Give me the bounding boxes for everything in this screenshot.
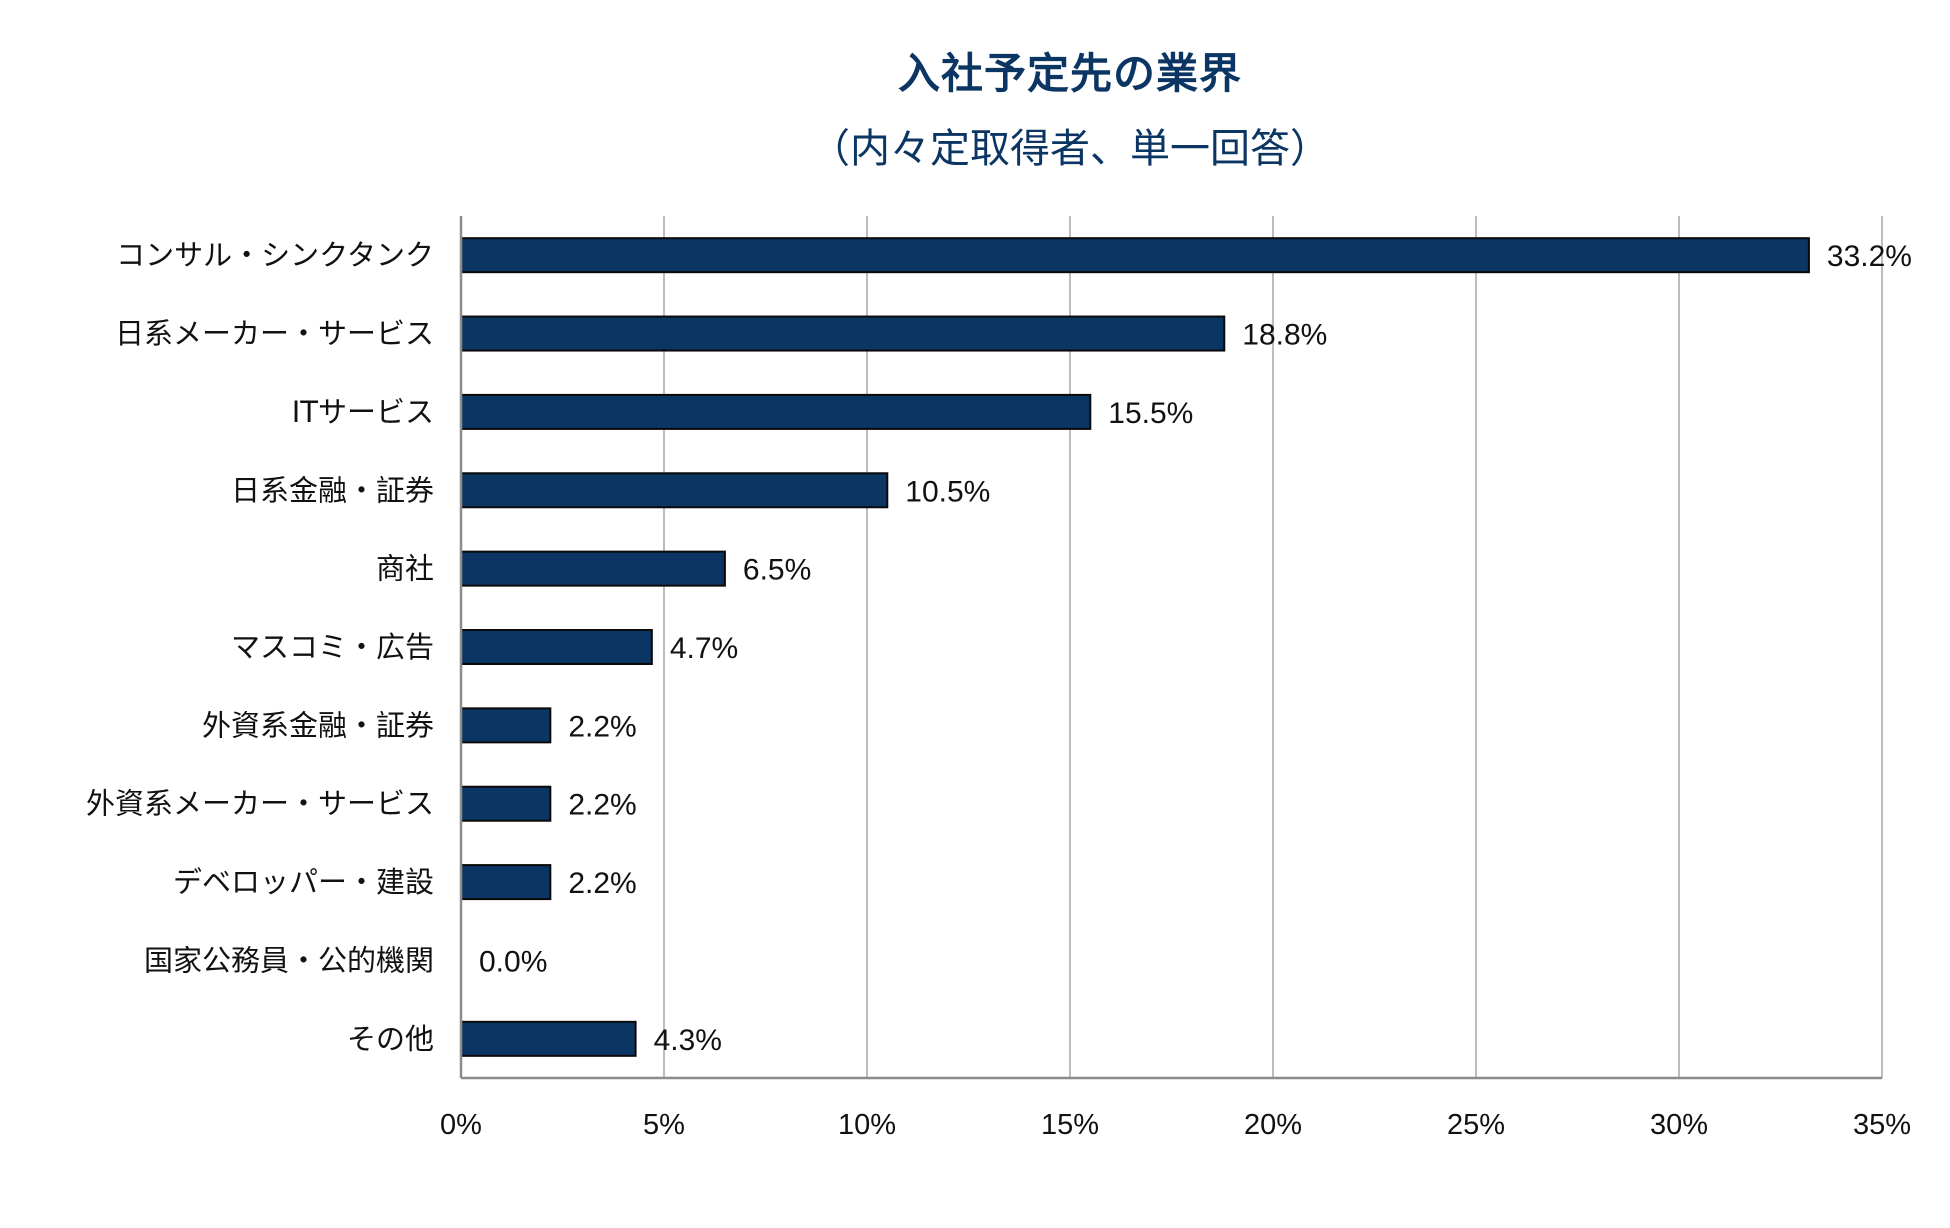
- x-tick-label: 20%: [1244, 1109, 1302, 1141]
- x-tick-label: 10%: [838, 1109, 896, 1141]
- x-tick-label: 35%: [1853, 1109, 1911, 1141]
- category-label: 日系メーカー・サービス: [115, 317, 434, 351]
- category-label: デベロッパー・建設: [173, 865, 434, 899]
- category-label: 国家公務員・公的機関: [144, 943, 434, 977]
- bar: [460, 550, 726, 587]
- chart-title: 入社予定先の業界: [897, 49, 1242, 98]
- bar: [460, 707, 552, 744]
- data-label: 15.5%: [1108, 397, 1193, 430]
- chart-subtitle: （内々定取得者、単一回答）: [810, 126, 1330, 172]
- x-tick-label: 25%: [1447, 1109, 1505, 1141]
- axes: [459, 216, 1882, 1080]
- x-tick-label: 15%: [1041, 1109, 1099, 1141]
- data-label: 0.0%: [479, 945, 547, 978]
- data-label: 10.5%: [905, 475, 990, 508]
- bar: [460, 472, 889, 509]
- category-label: その他: [347, 1022, 434, 1056]
- data-label: 33.2%: [1827, 240, 1912, 273]
- bars: [460, 237, 1810, 1057]
- bar: [460, 393, 1092, 430]
- bar: [460, 1020, 637, 1057]
- category-label: マスコミ・広告: [231, 630, 434, 664]
- category-label: 外資系メーカー・サービス: [86, 787, 434, 821]
- bar: [460, 315, 1226, 352]
- gridlines: [663, 216, 1883, 1078]
- x-tick-label: 0%: [440, 1109, 482, 1141]
- data-label: 2.2%: [568, 789, 636, 822]
- bar: [460, 629, 653, 665]
- category-label: コンサル・シンクタンク: [116, 238, 434, 272]
- data-label: 6.5%: [743, 554, 811, 587]
- x-tick-label: 5%: [643, 1109, 685, 1141]
- data-label: 4.3%: [654, 1024, 722, 1057]
- bar: [460, 785, 552, 822]
- data-label: 18.8%: [1242, 319, 1327, 352]
- data-label: 2.2%: [568, 867, 636, 900]
- category-label: 商社: [376, 552, 434, 586]
- data-label: 2.2%: [568, 710, 636, 743]
- category-label: ITサービス: [292, 395, 434, 429]
- category-label: 外資系金融・証券: [202, 708, 434, 742]
- bar: [460, 237, 1810, 274]
- x-tick-label: 30%: [1650, 1109, 1708, 1141]
- bar: [460, 864, 552, 901]
- data-label: 4.7%: [670, 632, 738, 665]
- category-label: 日系金融・証券: [231, 473, 434, 507]
- labels: 0% 5% 10% 15% 20% 25% 30% 35% コンサル・シンクタンク 33.2% 日系…: [86, 238, 1912, 1141]
